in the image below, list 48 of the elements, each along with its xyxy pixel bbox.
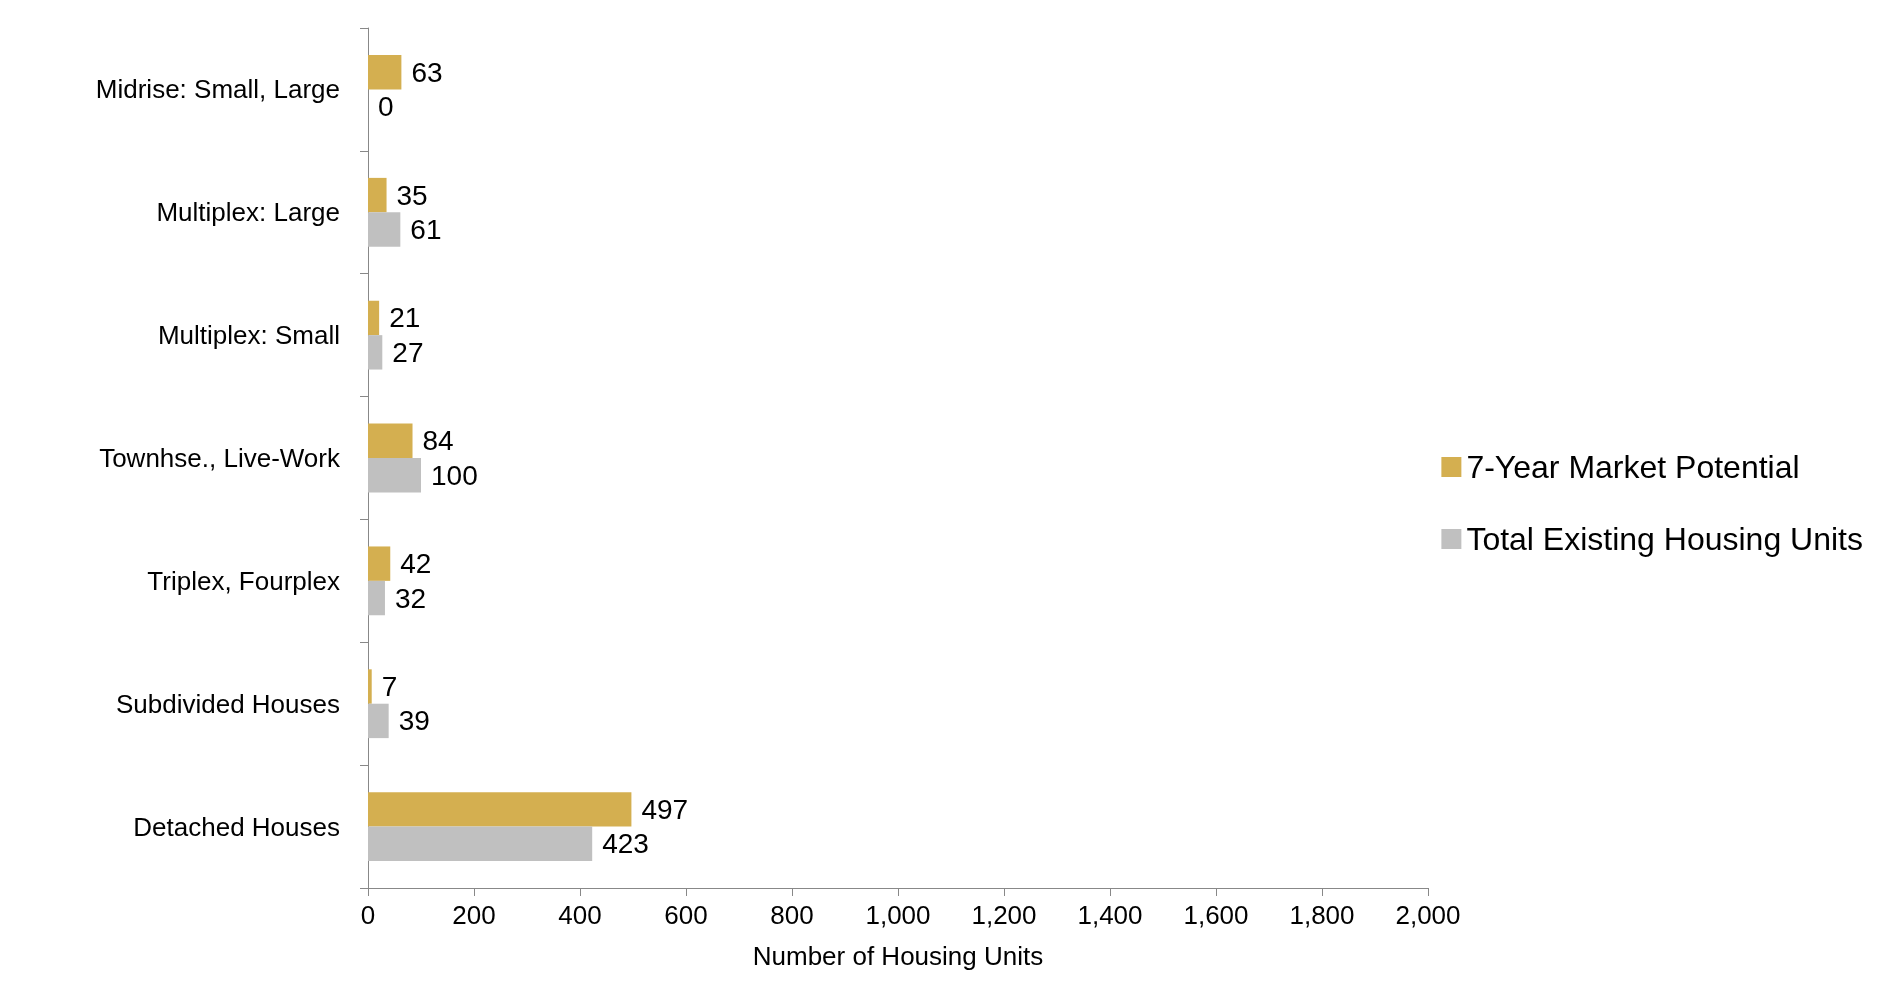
y-tick-label: Detached Houses [133, 811, 340, 842]
bar [368, 177, 387, 213]
data-label: 61 [410, 213, 442, 245]
data-label: 21 [389, 302, 421, 334]
data-label: 0 [378, 91, 394, 123]
x-tick-label: 400 [558, 900, 602, 930]
x-tick-label: 800 [770, 900, 814, 930]
x-tick-label: 2,000 [1395, 900, 1461, 930]
data-label: 63 [411, 56, 443, 88]
bar [368, 212, 401, 247]
data-label: 32 [394, 582, 427, 614]
x-tick-label: 1,400 [1077, 900, 1143, 930]
data-label: 42 [400, 548, 432, 580]
data-label: 100 [431, 459, 478, 491]
bar [368, 580, 385, 616]
data-label: 7 [381, 671, 398, 703]
x-tick-label: 1,200 [971, 900, 1037, 930]
x-tick-label: 0 [360, 900, 376, 930]
bar [368, 669, 372, 704]
x-tick-label: 1,000 [865, 900, 931, 930]
bar [368, 55, 402, 90]
bar [368, 703, 389, 739]
data-label: 27 [392, 336, 424, 368]
y-tick-label: Triplex, Fourplex [147, 565, 340, 596]
data-label: 35 [396, 179, 428, 211]
x-tick-label: 600 [664, 900, 708, 930]
bar [368, 423, 413, 458]
bar [368, 826, 593, 861]
data-label: 84 [422, 425, 454, 457]
y-tick-label: Midrise: Small, Large [95, 74, 340, 105]
x-tick-label: 200 [452, 900, 496, 930]
bar [368, 792, 632, 827]
x-tick-label: 1,800 [1289, 900, 1355, 930]
bar [368, 300, 380, 336]
legend-label: 7-Year Market Potential [1466, 449, 1800, 485]
data-label: 497 [641, 793, 689, 825]
legend-label: Total Existing Housing Units [1466, 521, 1863, 557]
x-axis-title: Number of Housing Units [752, 941, 1044, 971]
y-tick-label: Townhse., Live-Work [99, 443, 341, 473]
data-label: 423 [602, 828, 649, 860]
bar [368, 458, 421, 493]
y-tick-label: Multiplex: Small [157, 320, 340, 351]
y-tick-label: Subdivided Houses [115, 688, 340, 719]
bar [368, 335, 383, 370]
bar [368, 546, 391, 581]
y-tick-label: Multiplex: Large [156, 197, 340, 228]
data-label: 39 [398, 705, 430, 737]
x-tick-label: 1,600 [1183, 900, 1249, 930]
